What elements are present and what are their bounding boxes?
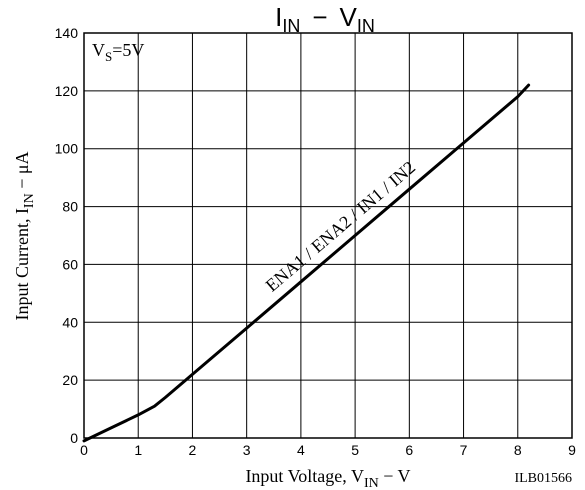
y-tick-label: 20 — [62, 372, 78, 388]
y-tick-label: 0 — [70, 430, 78, 446]
x-tick-label: 0 — [80, 442, 88, 458]
y-axis-label-suffix: − μA — [12, 151, 32, 193]
x-tick-label: 9 — [568, 442, 576, 458]
condition-suffix: =5V — [112, 40, 144, 60]
series-line-label: ENA1 / ENA2 / IN1 / IN2 — [262, 157, 419, 296]
y-gridlines — [84, 90, 572, 381]
title-main-2: V — [340, 2, 358, 32]
x-tick-label: 2 — [189, 442, 197, 458]
x-axis-label: Input Voltage, VIN − V — [245, 466, 410, 490]
x-tick-labels: 0 1 2 3 4 5 6 7 8 9 — [80, 442, 576, 458]
y-tick-label: 40 — [62, 314, 78, 330]
chart-title: IIN − VIN — [275, 2, 375, 36]
plot-area — [83, 32, 573, 439]
x-tick-label: 6 — [405, 442, 413, 458]
condition-prefix: V — [92, 40, 105, 60]
y-tick-labels: 0 20 40 60 80 100 120 140 — [55, 25, 79, 446]
title-dash: − — [312, 2, 327, 32]
figure-code: ILB01566 — [514, 471, 572, 486]
x-tick-label: 3 — [243, 442, 251, 458]
y-tick-label: 120 — [55, 83, 79, 99]
x-tick-label: 8 — [514, 442, 522, 458]
x-gridlines — [137, 33, 519, 438]
condition-sub: S — [105, 49, 112, 64]
title-sub-2: IN — [357, 16, 375, 36]
y-tick-label: 100 — [55, 141, 79, 157]
y-tick-label: 80 — [62, 199, 78, 215]
x-axis-label-sub: IN — [364, 476, 379, 490]
y-tick-label: 60 — [62, 256, 78, 272]
y-tick-label: 140 — [55, 25, 79, 41]
x-tick-label: 5 — [351, 442, 359, 458]
x-axis-label-prefix: Input Voltage, V — [245, 466, 364, 486]
y-axis-label: Input Current, IIN − μA — [12, 151, 37, 320]
y-axis-label-prefix: Input Current, I — [12, 208, 32, 320]
title-main-1: I — [275, 2, 282, 32]
x-tick-label: 7 — [460, 442, 468, 458]
condition-annotation: VS=5V — [92, 40, 144, 64]
x-axis-label-suffix: − V — [379, 466, 411, 486]
x-tick-label: 1 — [134, 442, 142, 458]
x-tick-label: 4 — [297, 442, 305, 458]
y-axis-label-sub: IN — [22, 193, 37, 208]
series-line-ena-in — [82, 83, 531, 443]
title-sub-1: IN — [282, 16, 300, 36]
